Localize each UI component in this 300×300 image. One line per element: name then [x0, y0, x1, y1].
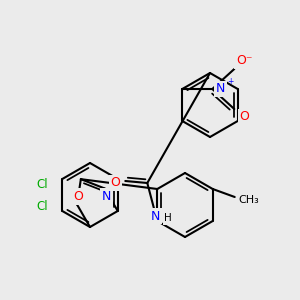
- Text: +: +: [227, 76, 233, 85]
- Text: O: O: [73, 190, 83, 203]
- Text: N: N: [102, 190, 111, 203]
- Text: N: N: [151, 209, 160, 223]
- Text: O: O: [110, 176, 120, 190]
- Text: Cl: Cl: [37, 200, 48, 212]
- Text: O⁻: O⁻: [236, 55, 253, 68]
- Text: CH₃: CH₃: [238, 195, 259, 205]
- Text: H: H: [164, 213, 172, 223]
- Text: O: O: [239, 110, 249, 124]
- Text: Cl: Cl: [37, 178, 48, 190]
- Text: N: N: [216, 82, 225, 95]
